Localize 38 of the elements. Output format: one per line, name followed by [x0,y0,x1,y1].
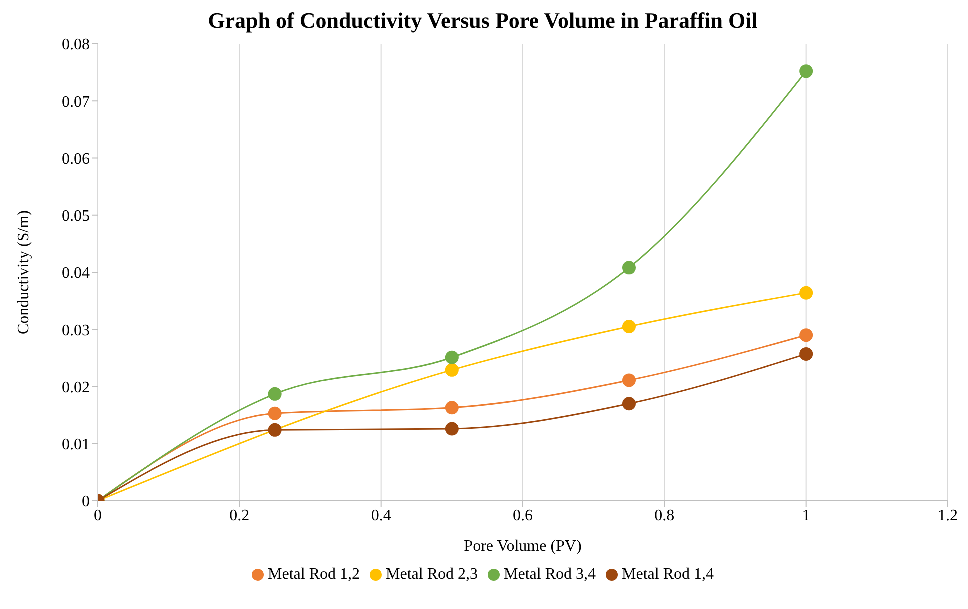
point [622,320,636,334]
y-tick-label: 0.03 [62,322,90,340]
y-tick-label: 0.05 [62,208,90,226]
legend-label: Metal Rod 1,4 [622,566,714,583]
point [268,387,282,401]
point [622,397,636,411]
point [268,406,282,420]
y-tick-label: 0.02 [62,379,90,396]
legend-label: Metal Rod 2,3 [386,566,478,583]
point [800,347,814,361]
point [622,261,636,275]
x-tick-label: 0.2 [230,507,250,524]
legend-label: Metal Rod 3,4 [504,566,596,583]
x-tick-label: 1.2 [938,507,958,524]
y-tick-label: 0.08 [62,36,90,54]
y-tick-label: 0.07 [62,94,90,111]
x-tick-label: 0.6 [513,507,533,524]
point [445,401,459,415]
y-tick-label: 0.06 [62,150,90,168]
x-tick-label: 1 [802,507,810,524]
point [445,350,459,364]
point [800,286,814,300]
point [445,422,459,436]
x-tick-label: 0 [94,507,102,524]
y-tick-label: 0.01 [62,436,90,454]
point [800,328,814,342]
y-tick-label: 0.04 [62,265,90,282]
point [622,374,636,388]
point [800,64,814,78]
x-tick-label: 0.4 [371,507,392,524]
x-axis-title: Pore Volume (PV) [464,538,582,555]
x-tick-label: 0.8 [654,507,675,524]
chart-title: Graph of Conductivity Versus Pore Volume in Paraffin Oil [207,8,759,34]
point [445,363,459,377]
point [268,423,282,437]
y-axis-title: Conductivity (S/m) [16,210,33,334]
legend-label: Metal Rod 1,2 [268,566,360,583]
y-tick-label: 0 [82,494,90,511]
